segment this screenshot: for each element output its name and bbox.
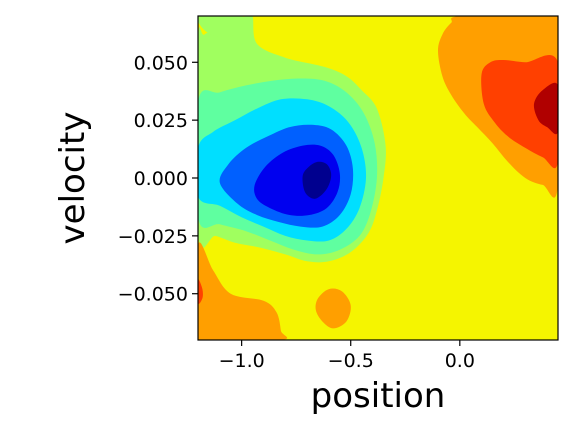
y-tick-label: −0.025 bbox=[118, 226, 188, 248]
top-right-darkred-region bbox=[533, 82, 558, 135]
navy-region bbox=[302, 161, 332, 199]
bottom-left-red-region bbox=[198, 279, 203, 304]
y-axis-label: velocity bbox=[53, 112, 93, 245]
y-tick-label: −0.050 bbox=[118, 284, 188, 306]
x-tick-label: 0.0 bbox=[445, 350, 475, 372]
x-tick-label: −1.0 bbox=[219, 350, 265, 372]
y-tick-label: 0.025 bbox=[134, 110, 188, 132]
contour-regions bbox=[198, 16, 558, 340]
bottom-left-orange-region bbox=[198, 242, 288, 340]
y-tick-label: 0.000 bbox=[134, 168, 188, 190]
top-left-green-region bbox=[198, 16, 245, 38]
bottom-small-orange-region bbox=[315, 288, 351, 329]
y-tick-label: 0.050 bbox=[134, 52, 188, 74]
plot-area bbox=[198, 16, 558, 340]
y-axis-ticks: 0.050 0.025 0.000 −0.025 −0.050 bbox=[118, 52, 198, 306]
x-axis-label: position bbox=[311, 376, 446, 416]
x-axis-ticks: −1.0 −0.5 0.0 bbox=[219, 340, 475, 372]
top-right-red-region bbox=[481, 55, 558, 169]
x-tick-label: −0.5 bbox=[328, 350, 374, 372]
